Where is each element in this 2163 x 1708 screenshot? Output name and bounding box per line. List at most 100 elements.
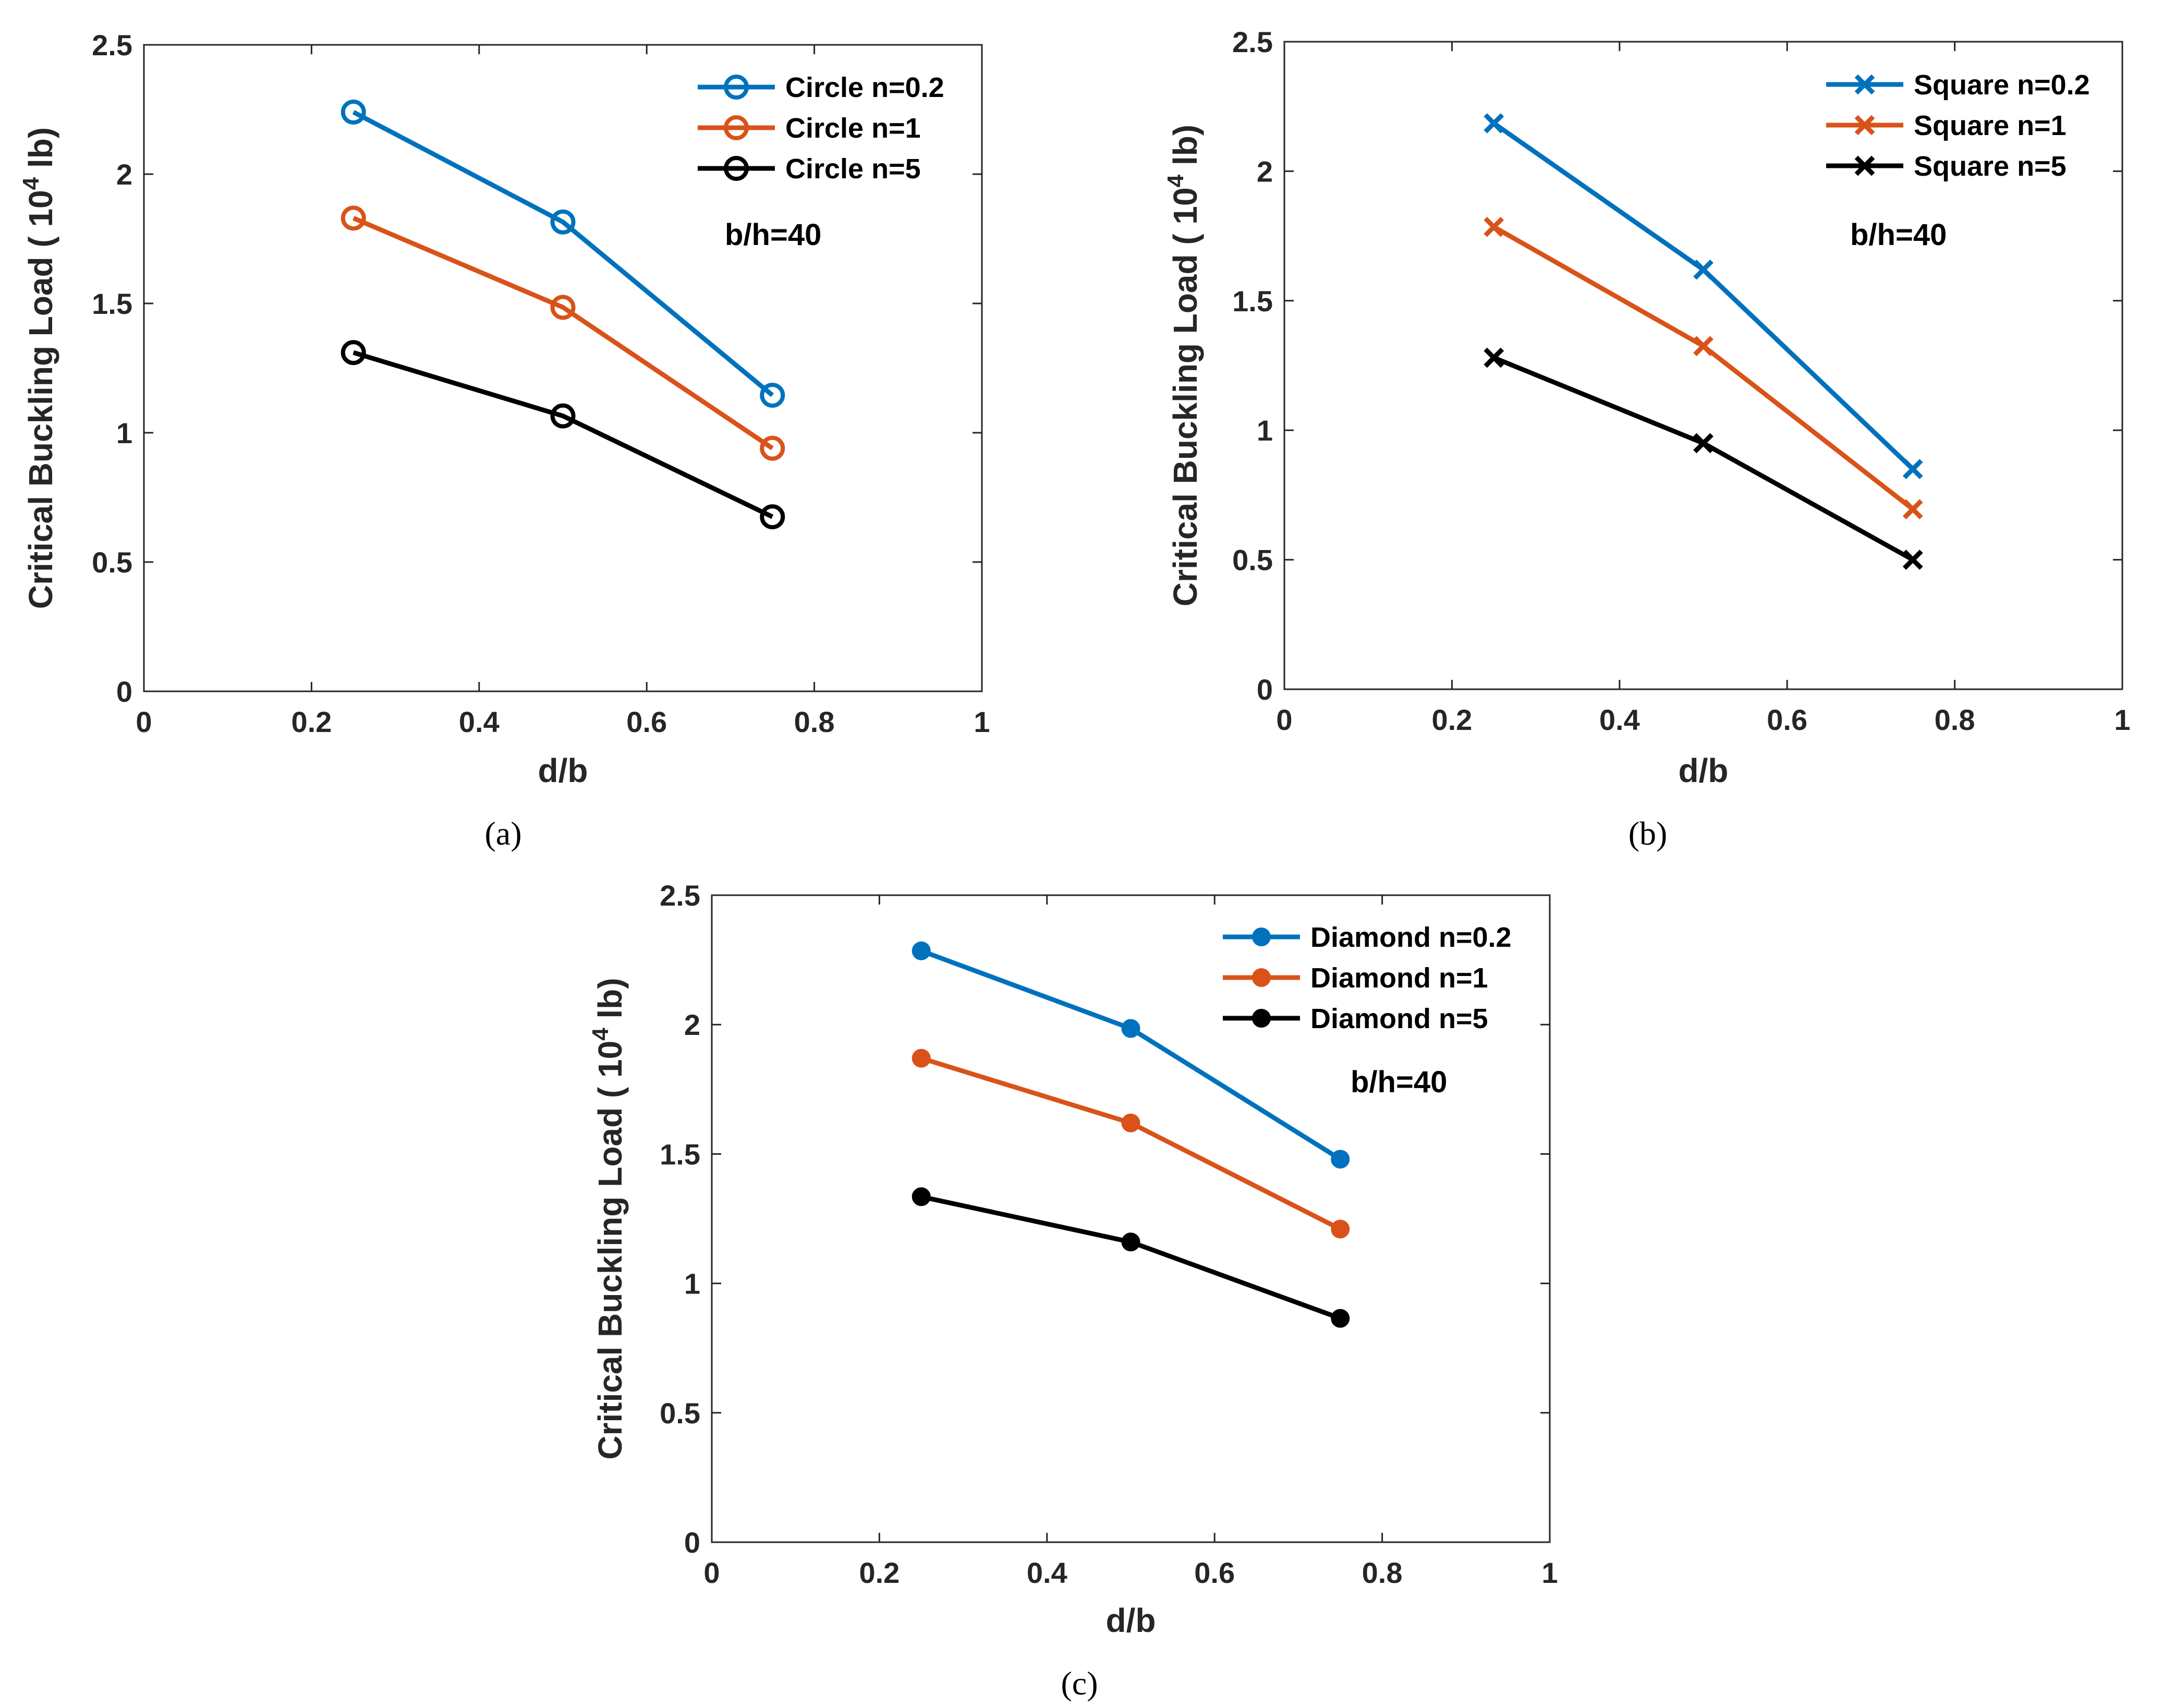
data-point <box>341 205 366 231</box>
x-tick-label: 0.8 <box>1362 1556 1403 1589</box>
y-tick-label: 0 <box>684 1526 700 1559</box>
series-line <box>353 350 774 519</box>
legend-entry: Circle n=1 <box>785 113 921 144</box>
annotation: b/h=40 <box>725 218 821 252</box>
x-tick-label: 0 <box>136 705 152 738</box>
data-point <box>1693 433 1714 454</box>
series-1 <box>1484 216 1923 520</box>
series-2 <box>341 340 785 530</box>
y-tick-label: 1 <box>1257 414 1273 447</box>
legend-marker <box>1854 115 1875 136</box>
x-tick-label: 0.8 <box>1935 703 1975 736</box>
series-0 <box>1484 113 1923 480</box>
x-tick-label: 1 <box>1541 1556 1558 1589</box>
data-point <box>1902 550 1923 570</box>
chart-panel-a: 0 0.2 0.4 0.6 0.8 1 0 0.5 1 1.5 2 2.5 d/b Critical Bu… <box>18 29 990 789</box>
x-tick-label: 0.2 <box>291 705 332 738</box>
series-0 <box>912 941 1350 1169</box>
series-line <box>352 109 774 397</box>
data-point <box>760 383 785 408</box>
panel-caption: (a) <box>484 815 521 852</box>
legend: Diamond n=0.2 Diamond n=1 Diamond n=5 <box>1223 922 1512 1034</box>
legend-entry: Diamond n=0.2 <box>1310 922 1512 953</box>
y-axis-label: Critical Buckling Load ( 104 lb) <box>18 127 59 609</box>
data-point <box>1331 1150 1350 1169</box>
data-point <box>341 99 366 125</box>
y-tick-label: 0.5 <box>92 546 132 579</box>
x-axis-label: d/b <box>1679 752 1729 789</box>
panel-caption: (b) <box>1629 815 1668 852</box>
y-tick-label: 2.5 <box>92 29 132 62</box>
x-tick-label: 0 <box>703 1556 720 1589</box>
x-tick-label: 0.6 <box>1194 1556 1235 1589</box>
legend-entry: Square n=1 <box>1914 110 2067 141</box>
x-tick-label: 0.2 <box>1431 703 1472 736</box>
data-point <box>912 1187 931 1206</box>
y-tick-label: 0 <box>1257 673 1273 706</box>
y-tick-label: 1.5 <box>660 1138 700 1170</box>
x-axis-label: d/b <box>538 752 588 789</box>
data-point <box>1693 336 1714 357</box>
data-point <box>760 435 785 461</box>
x-tick-label: 1 <box>2114 703 2130 736</box>
x-tick-label: 0.8 <box>794 705 835 738</box>
chart-panel-b: 0 0.2 0.4 0.6 0.8 1 0 0.5 1 1.5 2 2.5 d/b Critical Bu… <box>1163 26 2131 789</box>
x-tick-label: 0.4 <box>1027 1556 1067 1589</box>
data-point <box>1331 1219 1350 1239</box>
legend-entry: Square n=0.2 <box>1914 69 2090 101</box>
series-2 <box>1484 347 1923 570</box>
series-line <box>352 216 774 450</box>
data-point <box>912 1048 931 1068</box>
y-tick-label: 1.5 <box>1232 285 1273 318</box>
data-point <box>760 504 785 530</box>
annotation: b/h=40 <box>1351 1065 1447 1099</box>
x-tick-label: 0.4 <box>459 705 500 738</box>
plot-area <box>1283 41 2123 690</box>
data-point <box>1484 113 1504 133</box>
legend-marker <box>724 115 749 140</box>
legend-marker <box>724 75 749 100</box>
y-tick-label: 1 <box>684 1267 700 1300</box>
panel-caption: (c) <box>1061 1665 1098 1702</box>
legend: Circle n=0.2 Circle n=1 Circle n=5 <box>698 72 944 185</box>
y-tick-label: 0.5 <box>1232 544 1273 577</box>
data-point <box>1331 1309 1350 1328</box>
x-tick-label: 0 <box>1276 703 1292 736</box>
data-point <box>1484 347 1504 368</box>
legend-marker <box>724 156 749 181</box>
y-tick-label: 2 <box>116 158 132 191</box>
legend: Square n=0.2 Square n=1 Square n=5 <box>1826 69 2090 182</box>
series-0 <box>341 99 785 408</box>
x-tick-label: 0.2 <box>859 1556 900 1589</box>
data-point <box>341 340 366 365</box>
data-point <box>912 941 931 960</box>
data-point <box>550 209 576 235</box>
legend-entry: Circle n=0.2 <box>785 72 944 103</box>
x-axis-label: d/b <box>1106 1602 1156 1639</box>
series-1 <box>912 1048 1350 1239</box>
data-point <box>1902 499 1923 520</box>
series-1 <box>341 205 785 461</box>
legend-entry: Square n=5 <box>1914 151 2067 182</box>
legend-marker <box>1252 928 1271 946</box>
legend-entry: Diamond n=1 <box>1310 962 1488 994</box>
x-tick-label: 0.4 <box>1599 703 1640 736</box>
y-axis-label: Critical Buckling Load ( 104 lb) <box>588 978 629 1459</box>
legend-entry: Diamond n=5 <box>1310 1003 1488 1034</box>
y-tick-label: 2.5 <box>1232 26 1273 58</box>
annotation: b/h=40 <box>1850 218 1947 252</box>
legend-entry: Circle n=5 <box>785 153 921 185</box>
legend-marker <box>1252 968 1271 987</box>
data-point <box>1121 1019 1140 1038</box>
y-tick-label: 2 <box>684 1008 700 1041</box>
data-point <box>1484 216 1504 237</box>
x-tick-label: 0.6 <box>626 705 667 738</box>
y-tick-label: 2.5 <box>660 879 700 912</box>
y-tick-label: 2 <box>1257 155 1273 188</box>
series-2 <box>912 1187 1350 1328</box>
legend-marker <box>1252 1009 1271 1028</box>
y-axis-label: Critical Buckling Load ( 104 lb) <box>1163 125 1204 606</box>
data-point <box>1693 259 1714 280</box>
data-point <box>1121 1113 1140 1132</box>
